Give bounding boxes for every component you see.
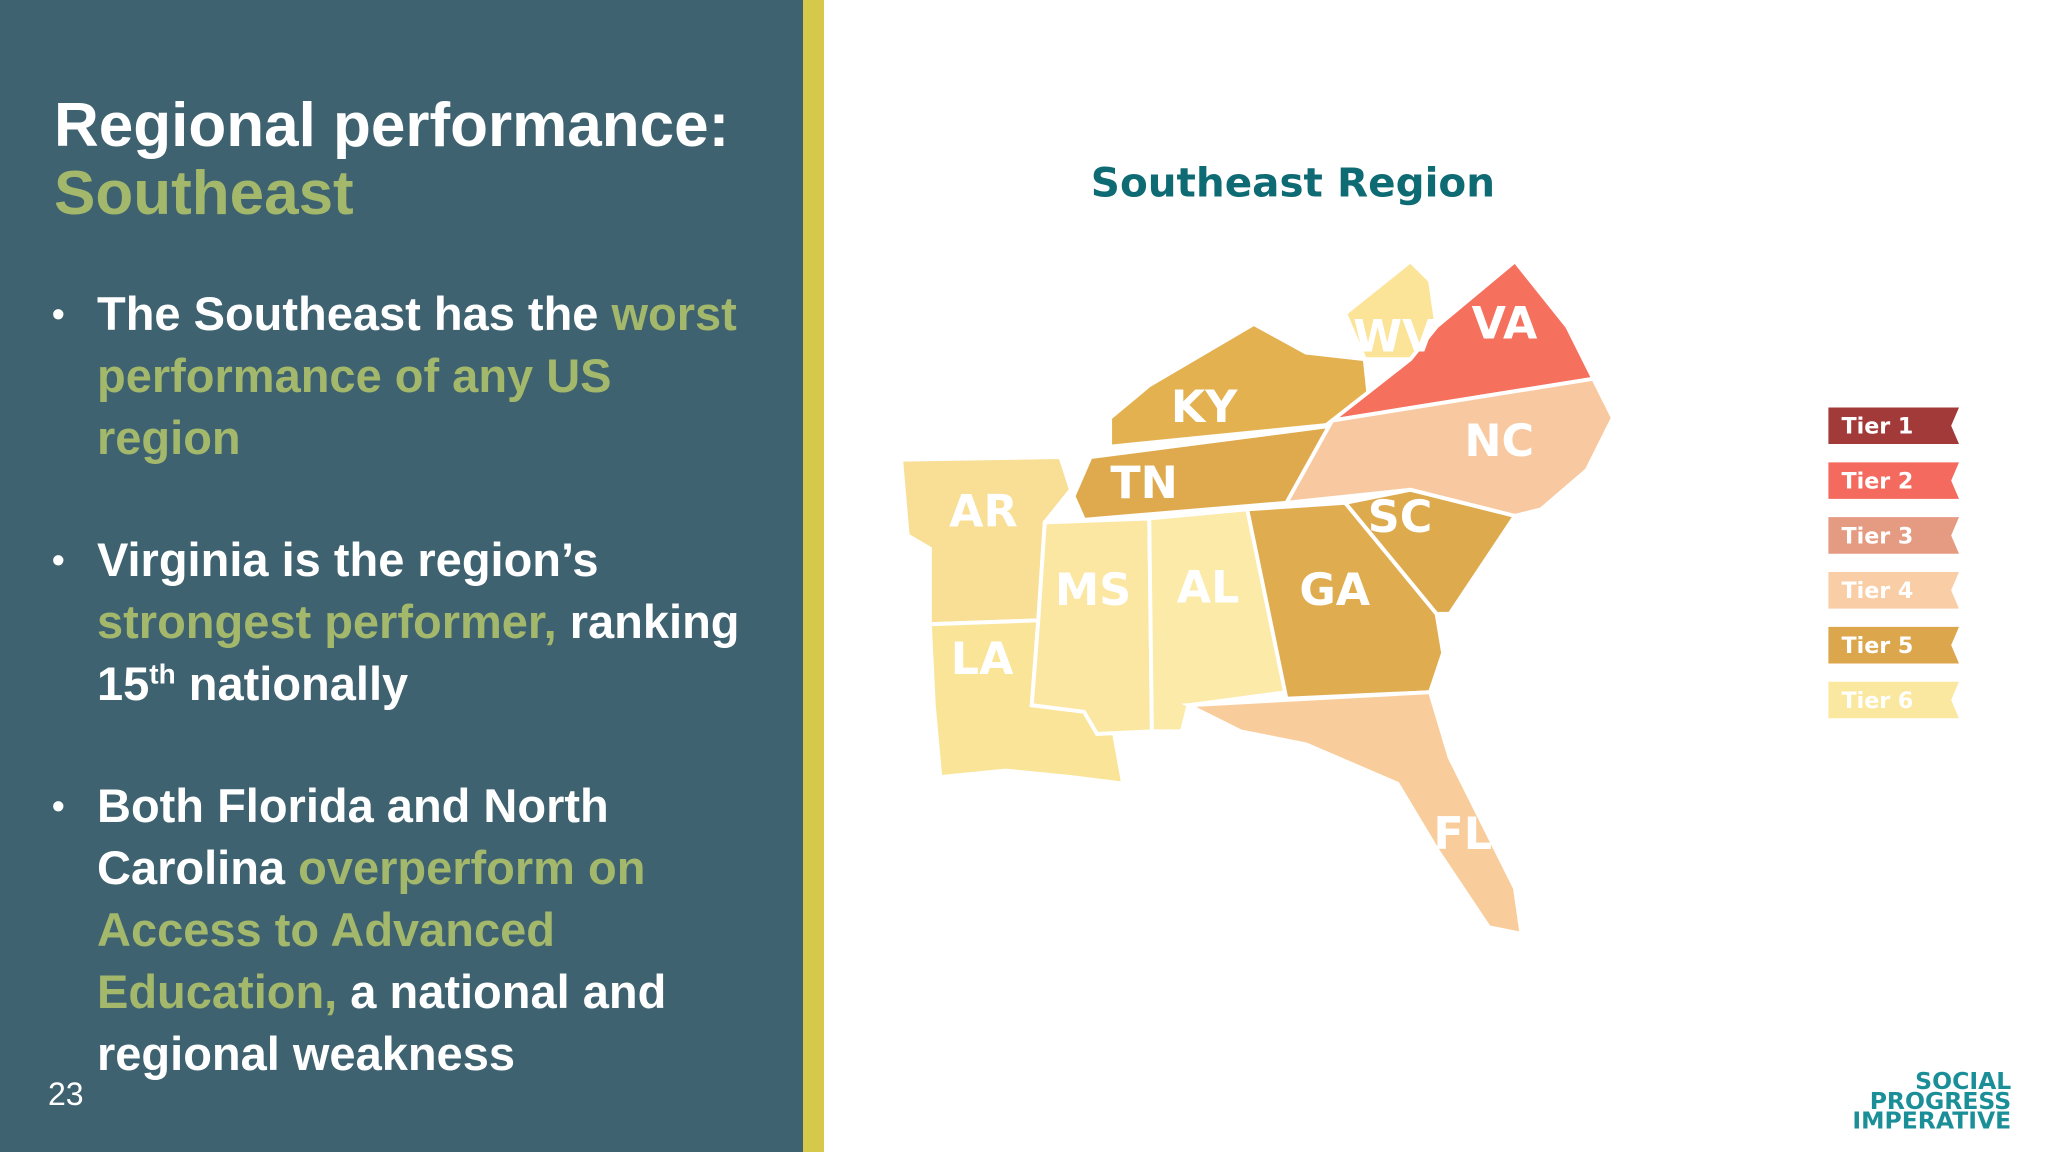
subtitle: Southeast xyxy=(54,159,354,228)
legend-label: Tier 6 xyxy=(1841,688,1913,714)
legend-swatch xyxy=(1828,681,1959,719)
state xyxy=(1282,376,1616,518)
text: Both Florida and North Carolina xyxy=(97,779,609,894)
state-label: VA xyxy=(1472,299,1538,350)
state xyxy=(1108,321,1374,449)
legend-swatch xyxy=(1828,626,1959,664)
logo-line: IMPERATIVE xyxy=(1852,1106,2011,1134)
highlight: overperform on Access to Advanced Educat… xyxy=(97,841,646,1018)
bullet: Both Florida and North Carolina overperf… xyxy=(52,775,757,1085)
legend-swatch xyxy=(1828,462,1959,499)
text: The Southeast has the xyxy=(97,287,612,340)
state-label: AL xyxy=(1177,562,1240,613)
state-label: TN xyxy=(1110,458,1177,509)
title-line: Regional performance: xyxy=(54,91,730,160)
highlight: strongest performer, xyxy=(97,595,557,648)
state xyxy=(1029,516,1154,736)
title: Regional performance: Southeast xyxy=(54,92,729,228)
bullet: Virginia is the region’s strongest perfo… xyxy=(52,529,757,715)
state-label: MS xyxy=(1055,565,1131,616)
text: ranking 15 xyxy=(97,595,740,710)
state-label: WV xyxy=(1353,312,1437,363)
text: a national and regional weakness xyxy=(97,965,667,1080)
legend-label: Tier 5 xyxy=(1841,633,1913,659)
state-label: NC xyxy=(1464,416,1534,467)
legend-swatch xyxy=(1828,572,1959,609)
logo-line: PROGRESS xyxy=(1870,1087,2012,1115)
superscript: th xyxy=(149,658,176,690)
bullet: The Southeast has the worst performance … xyxy=(52,283,757,469)
text: nationally xyxy=(175,657,409,710)
legend-label: Tier 3 xyxy=(1841,523,1913,549)
state-label: SC xyxy=(1368,492,1433,543)
map-title: Southeast Region xyxy=(1091,158,1495,206)
page-number: 23 xyxy=(48,1076,84,1112)
state-label: KY xyxy=(1171,382,1238,433)
state-label: AR xyxy=(949,487,1018,538)
legend: Tier 1 Tier 2 Tier 3 Tier 4 Tier 5 Tier … xyxy=(1828,407,1959,719)
text: Virginia is the region’s xyxy=(97,533,599,586)
map-group: Southeast Region WV VA KY NC TN AR SC MS… xyxy=(899,158,2012,1134)
legend-label: Tier 2 xyxy=(1841,468,1913,494)
legend-swatch xyxy=(1828,517,1959,554)
legend-swatch xyxy=(1828,407,1959,445)
highlight: worst performance of any US region xyxy=(97,287,737,464)
legend-label: Tier 4 xyxy=(1841,578,1913,604)
text-panel: Regional performance: Southeast The Sout… xyxy=(0,0,803,1152)
state-label: GA xyxy=(1299,565,1370,616)
logo-line: SOCIAL xyxy=(1915,1067,2011,1095)
state-label: FL xyxy=(1433,809,1492,860)
state xyxy=(1180,690,1524,937)
state-label: LA xyxy=(951,634,1014,685)
divider xyxy=(803,0,824,1152)
legend-label: Tier 1 xyxy=(1841,414,1913,440)
